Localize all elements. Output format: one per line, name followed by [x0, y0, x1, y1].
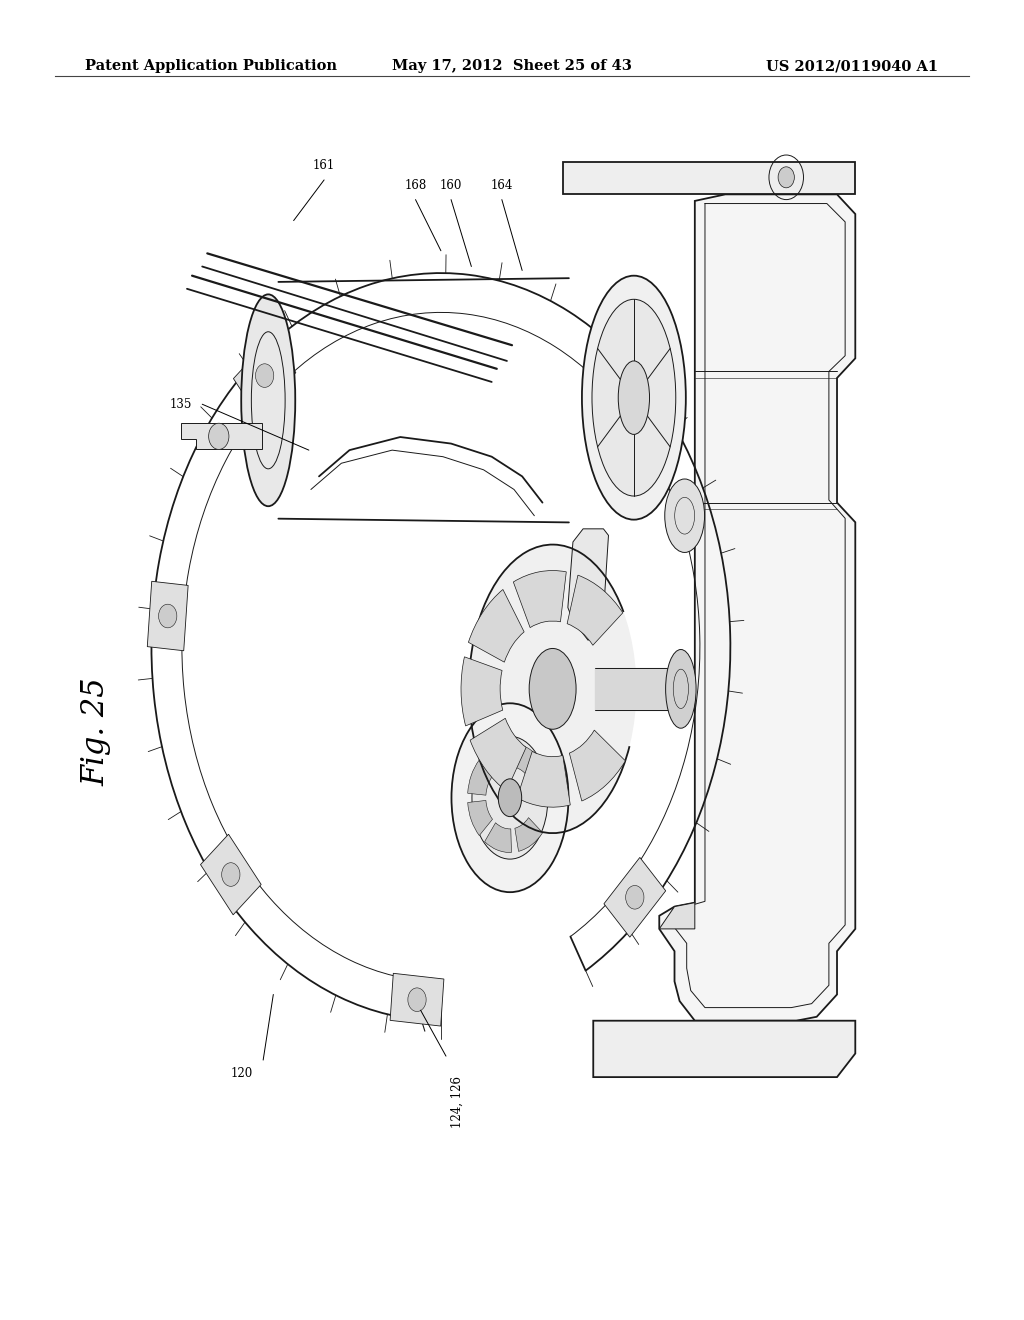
Ellipse shape [618, 360, 649, 434]
Ellipse shape [529, 648, 577, 729]
Polygon shape [147, 581, 188, 651]
Circle shape [408, 987, 426, 1011]
Text: 120: 120 [230, 1067, 253, 1080]
Polygon shape [568, 529, 608, 640]
Ellipse shape [469, 545, 637, 833]
Wedge shape [484, 822, 511, 853]
Polygon shape [181, 424, 262, 449]
Polygon shape [593, 1020, 855, 1077]
Text: 164: 164 [490, 178, 513, 191]
Text: US 2012/0119040 A1: US 2012/0119040 A1 [766, 59, 939, 73]
Circle shape [221, 863, 240, 886]
Circle shape [256, 364, 273, 387]
Ellipse shape [665, 479, 705, 553]
Polygon shape [659, 194, 855, 1020]
Text: Fig. 25: Fig. 25 [80, 678, 111, 787]
Polygon shape [233, 337, 296, 414]
Polygon shape [390, 973, 443, 1026]
Circle shape [159, 605, 177, 628]
Text: 168: 168 [404, 178, 427, 191]
Polygon shape [201, 834, 261, 915]
Wedge shape [515, 817, 543, 851]
Text: Patent Application Publication: Patent Application Publication [85, 59, 338, 73]
Wedge shape [567, 576, 623, 645]
Ellipse shape [592, 300, 676, 496]
Text: 160: 160 [440, 178, 462, 191]
Ellipse shape [242, 294, 295, 506]
Text: May 17, 2012  Sheet 25 of 43: May 17, 2012 Sheet 25 of 43 [392, 59, 632, 73]
Text: 135: 135 [170, 397, 193, 411]
Circle shape [209, 424, 229, 449]
Polygon shape [604, 858, 666, 937]
Text: 124, 126: 124, 126 [451, 1076, 464, 1127]
Ellipse shape [666, 649, 696, 729]
Circle shape [626, 886, 644, 909]
Ellipse shape [582, 276, 686, 520]
Wedge shape [569, 730, 626, 801]
Wedge shape [468, 800, 493, 836]
Ellipse shape [472, 737, 548, 859]
Polygon shape [659, 903, 695, 929]
Wedge shape [468, 590, 524, 663]
Wedge shape [484, 743, 511, 772]
Wedge shape [517, 751, 570, 807]
Wedge shape [461, 657, 503, 726]
Ellipse shape [499, 779, 521, 817]
Polygon shape [563, 161, 855, 194]
Wedge shape [468, 760, 493, 795]
Wedge shape [513, 570, 566, 627]
Circle shape [778, 166, 795, 187]
Wedge shape [470, 718, 526, 791]
Ellipse shape [452, 704, 568, 892]
Wedge shape [515, 744, 543, 777]
Text: 161: 161 [313, 160, 335, 172]
